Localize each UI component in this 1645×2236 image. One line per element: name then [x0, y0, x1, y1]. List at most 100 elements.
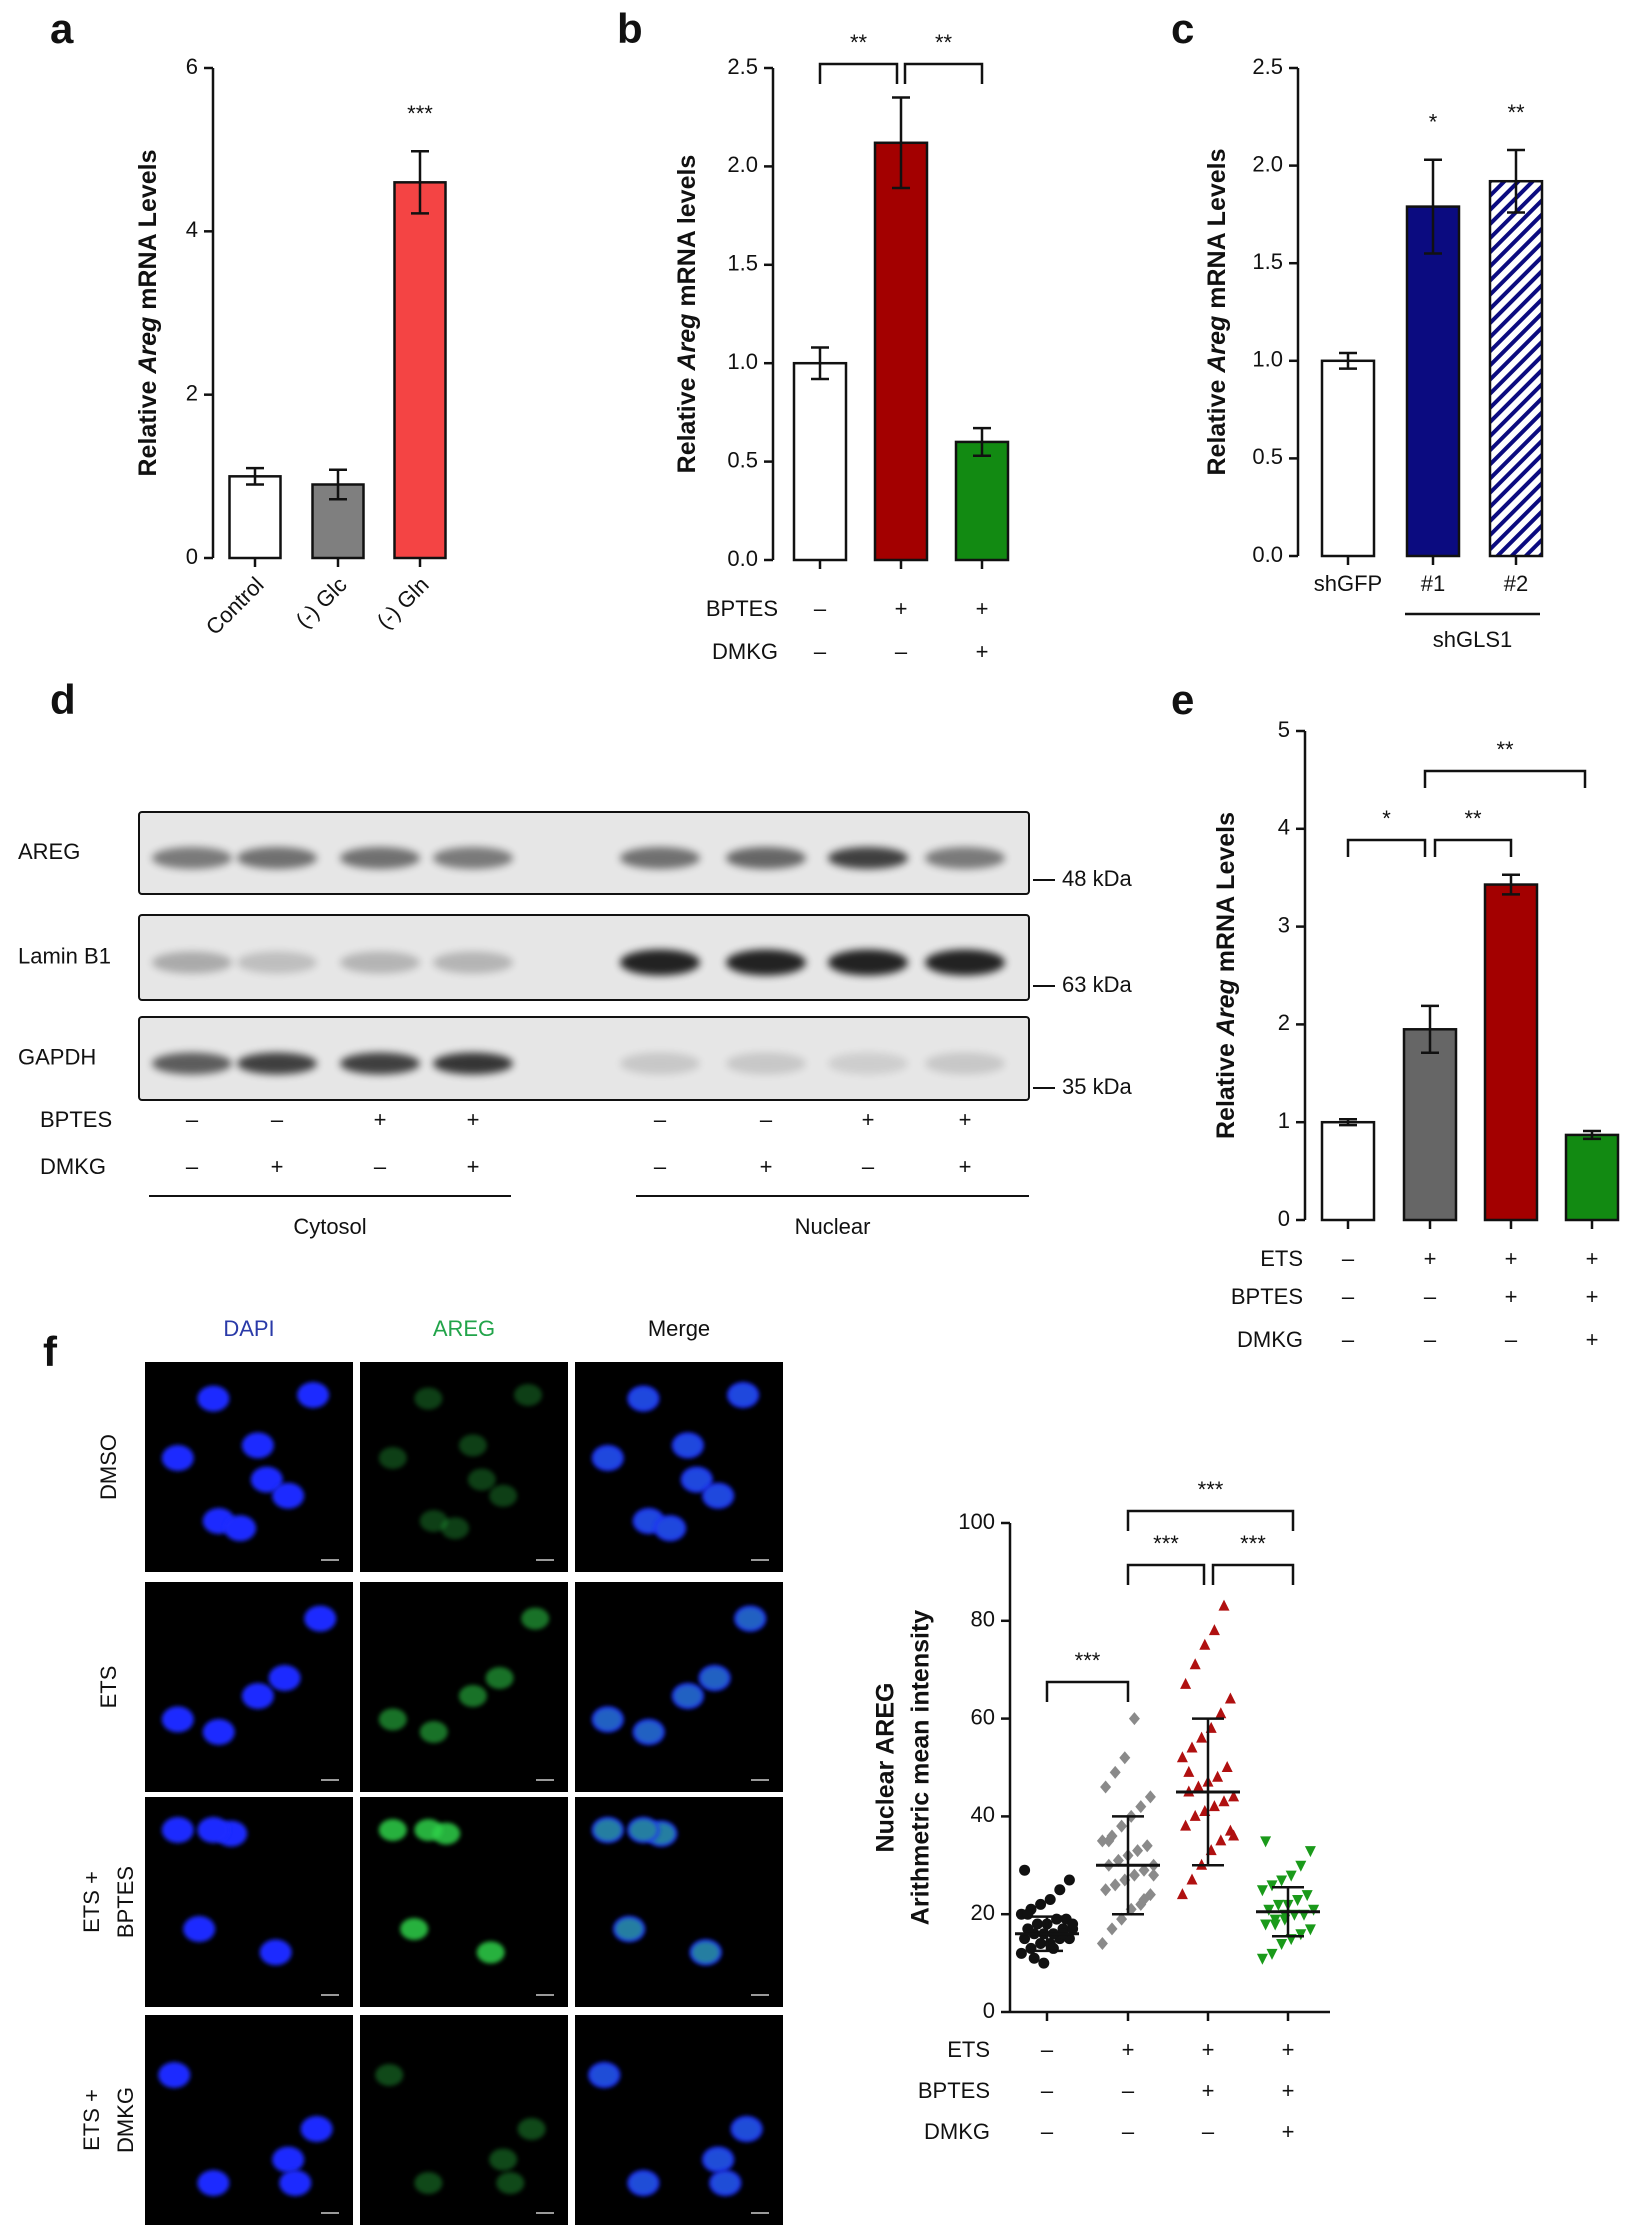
y-tick-label: 3	[1278, 912, 1290, 937]
condition-sign: –	[1424, 1327, 1437, 1352]
areg-signal	[673, 1685, 702, 1707]
significance-label: **	[935, 30, 953, 55]
areg-signal	[419, 1721, 448, 1743]
condition-sign: +	[271, 1154, 284, 1179]
areg-signal	[590, 2064, 619, 2086]
data-point	[1141, 1839, 1153, 1853]
blot-strip	[138, 1016, 1030, 1101]
nucleus	[272, 1482, 305, 1509]
condition-sign: +	[1424, 1246, 1437, 1271]
data-point	[1189, 1809, 1201, 1821]
condition-sign: –	[1342, 1246, 1355, 1271]
y-tick-label: 0	[983, 1998, 995, 2023]
data-point	[1218, 1795, 1230, 1807]
condition-label: BPTES	[918, 2078, 990, 2103]
data-point	[1256, 1885, 1268, 1897]
condition-sign: +	[1282, 2119, 1295, 2144]
nucleus	[241, 1683, 274, 1709]
data-point	[1189, 1658, 1201, 1670]
blot-band	[340, 847, 420, 869]
data-point	[1038, 1957, 1050, 1969]
condition-sign: +	[959, 1107, 972, 1132]
blot-band	[340, 1052, 420, 1075]
condition-sign: –	[654, 1154, 667, 1179]
row-label: BPTES	[113, 1866, 138, 1938]
data-point	[1276, 1939, 1288, 1951]
areg-signal	[682, 1468, 711, 1491]
blot-marker-label: 35 kDa	[1062, 1074, 1132, 1099]
data-point	[1116, 1819, 1128, 1833]
areg-signal	[378, 1708, 407, 1731]
y-axis-title: Arithmetric mean intensity	[907, 1610, 935, 1925]
data-point	[1054, 1884, 1066, 1896]
bar	[1320, 1120, 1376, 1222]
row-label: DMSO	[96, 1434, 121, 1500]
significance-label: *	[1382, 806, 1391, 831]
data-point	[1295, 1860, 1307, 1872]
y-tick-label: 2.0	[727, 152, 758, 177]
significance-bracket	[1211, 1563, 1295, 1585]
y-tick-label: 2.0	[1252, 151, 1283, 176]
data-point	[1144, 1790, 1156, 1804]
significance-label: **	[850, 30, 868, 55]
fraction-label: Nuclear	[795, 1214, 871, 1239]
y-tick-label: 0.0	[727, 546, 758, 571]
data-point	[1031, 1918, 1043, 1930]
data-point	[1035, 1898, 1047, 1910]
data-point	[1100, 1883, 1112, 1897]
data-point	[1269, 1919, 1281, 1931]
areg-signal	[414, 2172, 443, 2194]
significance-bracket	[1126, 1509, 1295, 1531]
condition-sign: –	[271, 1107, 284, 1132]
areg-signal	[419, 1510, 448, 1532]
nucleus	[272, 2146, 305, 2173]
y-tick-label: 1.0	[727, 349, 758, 374]
y-axis-title: Relative Areg mRNA levels	[673, 155, 701, 474]
areg-signal	[489, 2148, 518, 2171]
condition-sign: +	[1505, 1284, 1518, 1309]
nucleus	[197, 1385, 230, 1412]
data-point	[1148, 1868, 1160, 1882]
y-axis-title: Relative Areg mRNA Levels	[1203, 149, 1231, 476]
data-point	[1228, 1829, 1240, 1841]
data-point	[1106, 1922, 1118, 1936]
areg-signal	[711, 2172, 740, 2194]
nucleus	[197, 1817, 230, 1843]
condition-sign: +	[1505, 1246, 1518, 1271]
significance-label: **	[1496, 737, 1514, 762]
data-point	[1128, 1712, 1140, 1726]
areg-signal	[691, 1941, 720, 1964]
nucleus	[183, 1916, 216, 1942]
condition-sign: –	[374, 1154, 387, 1179]
y-tick-label: 2	[1278, 1010, 1290, 1035]
data-point	[1063, 1874, 1075, 1886]
condition-sign: –	[862, 1154, 875, 1179]
data-point	[1295, 1929, 1307, 1941]
condition-sign: –	[814, 639, 827, 664]
bar	[1320, 359, 1376, 558]
areg-signal	[441, 1517, 470, 1540]
areg-signal	[629, 2172, 658, 2194]
y-tick-label: 1	[1278, 1108, 1290, 1133]
blot-band	[726, 949, 806, 976]
row-label: ETS	[96, 1666, 121, 1709]
nucleus	[241, 1432, 274, 1459]
blot-band	[152, 951, 232, 974]
condition-sign: –	[814, 596, 827, 621]
y-axis-title: Nuclear AREG	[872, 1683, 900, 1853]
data-point	[1180, 1819, 1192, 1831]
significance-label: **	[1464, 806, 1482, 831]
data-point	[1028, 1952, 1040, 1964]
bar	[393, 181, 447, 560]
condition-sign: +	[1282, 2037, 1295, 2062]
areg-signal	[458, 1685, 487, 1707]
data-point	[1260, 1919, 1272, 1931]
x-tick-label: #2	[1504, 571, 1528, 596]
data-point	[1192, 1780, 1204, 1792]
significance-label: **	[1507, 100, 1525, 125]
data-point	[1276, 1875, 1288, 1887]
bar	[228, 475, 282, 560]
blot-band	[152, 847, 232, 869]
condition-label: DMKG	[40, 1154, 106, 1179]
